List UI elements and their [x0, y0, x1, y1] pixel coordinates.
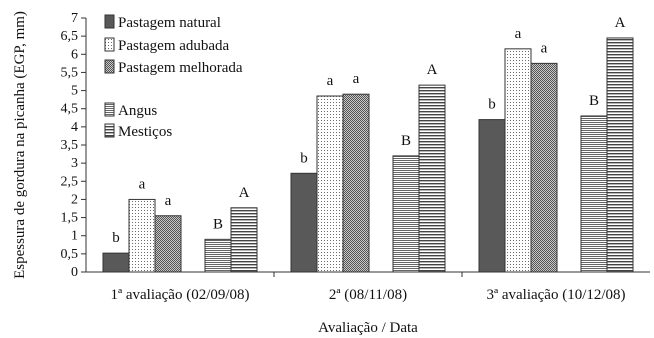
bar-significance-label: A — [615, 15, 626, 31]
y-tick-label: 0 — [71, 265, 78, 280]
bar-significance-label: b — [112, 230, 120, 246]
bar — [290, 172, 318, 273]
legend-label: Mestiços — [118, 124, 172, 140]
y-tick-label: 1,5 — [61, 211, 79, 226]
y-tick-label: 2 — [71, 192, 78, 207]
bar — [154, 215, 182, 273]
y-tick-label: 6,5 — [61, 29, 79, 44]
bar-significance-label: A — [239, 185, 250, 201]
bar-significance-label: a — [541, 40, 548, 56]
bar — [580, 115, 608, 273]
bar — [102, 252, 130, 273]
y-tick-label: 7 — [71, 11, 78, 26]
legend-swatch — [104, 123, 115, 138]
y-tick-label: 6 — [71, 47, 78, 62]
y-tick-label: 0,5 — [61, 247, 79, 262]
bar — [204, 238, 232, 273]
y-axis-title-group: Espessura de gordura na picanha (EGP, mm… — [12, 11, 28, 279]
bar — [606, 37, 634, 273]
y-tick-label: 2,5 — [61, 174, 79, 189]
y-tick-label: 3 — [71, 156, 78, 171]
legend-swatch — [104, 102, 115, 117]
axes-group — [85, 18, 650, 277]
legend: Pastagem natural Pastagem adubada Pastagem… — [104, 14, 243, 140]
legend-item: Pastagem natural — [104, 14, 221, 31]
legend-label: Pastagem melhorada — [118, 60, 243, 76]
y-tick-label: 5,5 — [61, 65, 79, 80]
bar-significance-label: a — [139, 176, 146, 192]
bar — [342, 93, 370, 273]
x-category-label: 3ª avaliação (10/12/08) — [486, 287, 625, 303]
y-tick-label: 4 — [71, 120, 78, 135]
bar — [418, 84, 446, 273]
x-axis-categories: 1ª avaliação (02/09/08) 2ª (08/11/08) 3ª a… — [110, 287, 625, 303]
legend-item: Angus — [104, 102, 157, 119]
bar-significance-label: B — [589, 93, 599, 109]
legend-item: Mestiços — [104, 123, 172, 140]
bar — [230, 207, 258, 273]
bar-significance-label: a — [353, 71, 360, 87]
bar-significance-label: B — [401, 133, 411, 149]
bar-significance-label: a — [165, 193, 172, 209]
y-tick-label: 1 — [71, 229, 78, 244]
x-axis-title: Avaliação / Data — [318, 320, 418, 336]
legend-label: Pastagem adubada — [118, 38, 230, 54]
legend-swatch — [104, 37, 115, 52]
bar — [128, 198, 156, 273]
bar-significance-label: b — [300, 150, 308, 166]
y-axis-title: Espessura de gordura na picanha (EGP, mm… — [12, 11, 28, 279]
y-axis-ticks: 0 0,5 1 1,5 2 2,5 3 3,5 4 4,5 5 5,5 6 6,5 7 — [61, 11, 86, 280]
bar — [316, 95, 344, 273]
bar-significance-label: a — [327, 73, 334, 89]
bar — [530, 62, 558, 273]
bar — [392, 155, 420, 273]
bar — [504, 48, 532, 273]
legend-swatch — [104, 59, 115, 74]
bar-significance-label: a — [515, 26, 522, 42]
bars-group — [102, 37, 634, 273]
y-tick-label: 3,5 — [61, 138, 79, 153]
bar-significance-label: A — [427, 62, 438, 78]
legend-label: Angus — [118, 103, 157, 119]
legend-item: Pastagem adubada — [104, 37, 230, 54]
x-category-label: 2ª (08/11/08) — [329, 287, 407, 303]
bar-significance-label: B — [213, 216, 223, 232]
legend-item: Pastagem melhorada — [104, 59, 243, 76]
y-tick-label: 4,5 — [61, 102, 79, 117]
bar-significance-label: b — [488, 97, 496, 113]
y-tick-label: 5 — [71, 84, 78, 99]
legend-label: Pastagem natural — [118, 15, 221, 31]
x-category-label: 1ª avaliação (02/09/08) — [110, 287, 249, 303]
bar — [478, 119, 506, 273]
legend-swatch — [104, 14, 115, 29]
